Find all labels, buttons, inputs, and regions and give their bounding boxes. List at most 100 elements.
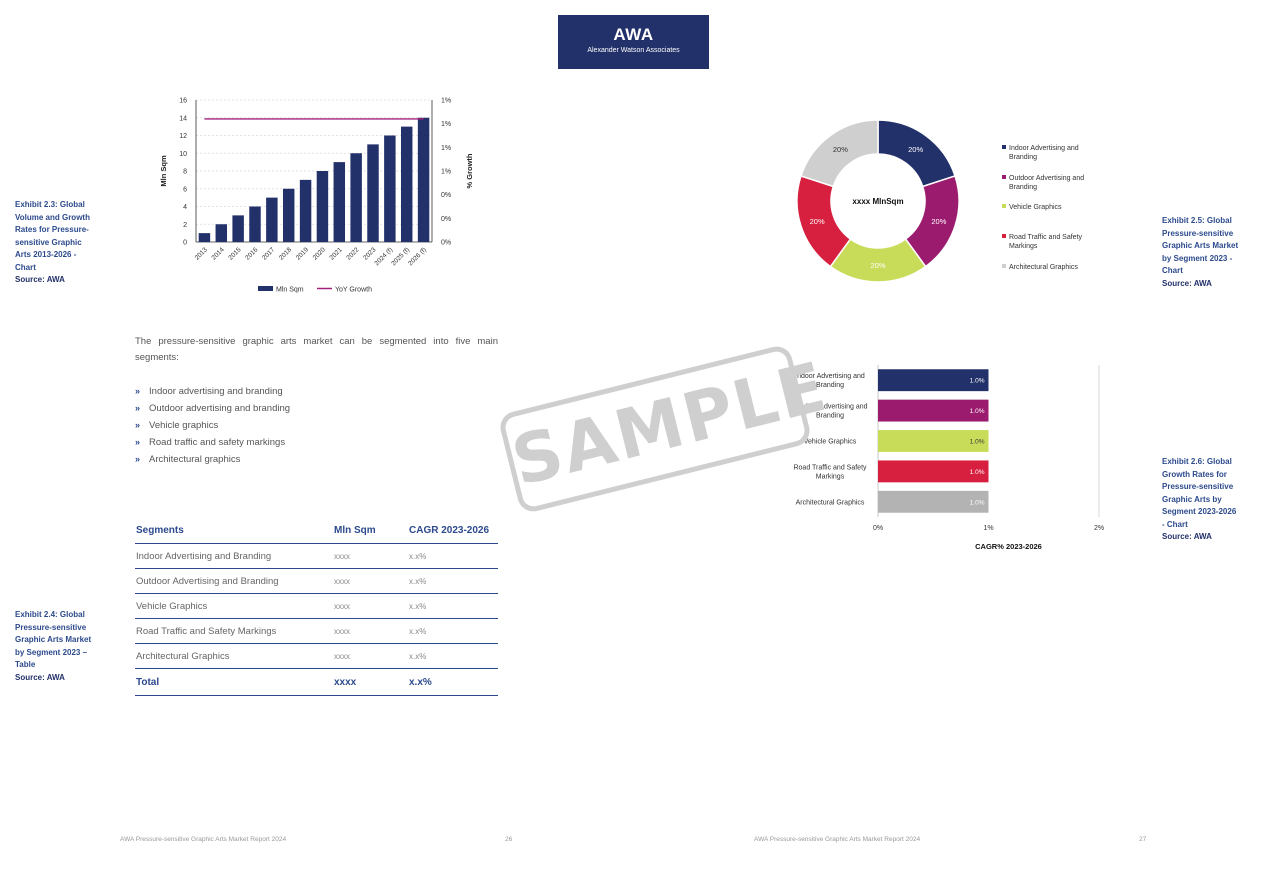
caption-line: Pressure-sensitive (15, 622, 87, 632)
table-cell: Vehicle Graphics (135, 593, 333, 619)
x-tick-label: 0% (873, 525, 883, 532)
table-cell: Architectural Graphics (135, 643, 333, 669)
x-tick-label: 2017 (261, 246, 276, 261)
caption-line: sensitive Graphic (15, 237, 82, 247)
bullet-marker: » (135, 454, 141, 464)
bar (384, 135, 396, 242)
table-header: Mln Sqm (333, 517, 408, 544)
table-cell: Total (135, 668, 333, 696)
segment-donut-chart: 20% 20% 20% 20% 20% xxxx MlnSqm Indoor Adverti… (796, 119, 1084, 283)
slice-label: 20% (931, 217, 946, 226)
caption-line: Growth Rates for (1162, 469, 1227, 479)
table-row: Outdoor Advertising and Branding xxxx x.… (135, 568, 498, 594)
table-cell: x.x% (408, 643, 498, 669)
y-tick-label: 16 (179, 98, 187, 105)
y-tick-label: 2 (183, 222, 187, 229)
caption-line: Rates for Pressure- (15, 225, 89, 234)
logo-subtitle: Alexander Watson Associates (587, 47, 680, 54)
table-cell: Road Traffic and Safety Markings (135, 618, 333, 644)
caption-source: Source: AWA (1162, 532, 1212, 541)
table-total-row: Total xxxx x.x% (135, 668, 498, 696)
y-right-tick-label: 0% (441, 216, 451, 223)
bar (878, 399, 989, 422)
table-header: CAGR 2023-2026 (408, 517, 498, 544)
bar (198, 233, 211, 242)
chart-legend: Mln Sqm YoY Growth (258, 286, 372, 294)
slice-label: 20% (833, 145, 848, 154)
bar (215, 224, 228, 242)
y-right-tick-label: 1% (441, 169, 451, 176)
list-item: » Indoor advertising and branding (135, 383, 290, 400)
y-tick-label: 4 (183, 204, 187, 211)
list-item-label: Road traffic and safety markings (149, 437, 286, 448)
legend-label: YoY Growth (335, 287, 372, 294)
footer-left-page: 26 (505, 836, 513, 843)
caption-source: Source: AWA (15, 275, 65, 284)
pie-slice (800, 119, 879, 188)
list-item: » Road traffic and safety markings (135, 434, 290, 451)
segment-table: Segments Mln Sqm CAGR 2023-2026 Indoor A… (135, 517, 498, 696)
legend-label: Indoor Advertising and (1009, 145, 1079, 152)
x-tick-label: 2020 (312, 246, 327, 261)
caption-source: Source: AWA (1162, 278, 1212, 288)
y-tick-label: Architectural Graphics (796, 499, 865, 506)
table-row: Architectural Graphics xxxx x.x% (135, 643, 498, 669)
x-tick-label: 2022 (345, 246, 360, 261)
bar (266, 197, 278, 242)
footer-left-text: AWA Pressure-sensitive Graphic Arts Mark… (120, 836, 287, 843)
legend-label: Branding (1009, 184, 1037, 191)
y-axis-title: Mln Sqm (159, 155, 168, 187)
y-right-tick-label: 0% (441, 192, 451, 199)
legend-swatch (1002, 145, 1006, 149)
exhibit-2-6-caption: Exhibit 2.6: Global Growth Rates for Pre… (1162, 456, 1236, 544)
bar (232, 215, 244, 242)
table-cell: xxxx (333, 668, 408, 696)
x-tick-label: 2016 (244, 246, 259, 261)
bar (249, 206, 261, 242)
x-tick-label: 2013 (194, 246, 209, 261)
table-cell: xxxx (333, 618, 408, 644)
list-item: » Outdoor advertising and branding (135, 400, 290, 417)
caption-line: Pressure-sensitive (1162, 482, 1234, 491)
bar (878, 430, 989, 452)
caption-line: Exhibit 2.3: Global (15, 200, 85, 209)
bar-value-label: 1.0% (970, 499, 985, 506)
legend-label: Mln Sqm (276, 287, 304, 294)
caption-line: by Segment 2023 – (15, 647, 88, 657)
bar (878, 460, 989, 483)
x-axis-title: CAGR% 2023-2026 (975, 542, 1042, 551)
x-tick-label: 2018 (278, 246, 293, 261)
y-tick-label: Indoor Advertising and (795, 373, 865, 380)
caption-line: Chart (15, 262, 36, 272)
y-tick-label: 12 (179, 133, 187, 140)
y-tick-label: 8 (183, 169, 187, 176)
table-cell: xxxx (333, 568, 408, 594)
table-row: Indoor Advertising and Branding xxxx x.x… (135, 543, 498, 569)
chart-legend: Indoor Advertising and Branding Outdoor Ad… (1002, 145, 1084, 271)
exhibit-2-3-caption: Exhibit 2.3: Global Volume and Growth Ra… (15, 199, 90, 287)
table-cell: x.x% (408, 618, 498, 644)
y-right-tick-label: 1% (441, 98, 451, 105)
list-item-label: Outdoor advertising and branding (149, 403, 291, 414)
legend-swatch (1002, 234, 1006, 238)
table-cell: xxxx (333, 643, 408, 669)
list-item-label: Indoor advertising and branding (149, 386, 283, 397)
bar (878, 490, 989, 513)
bar-value-label: 1.0% (970, 408, 985, 415)
y-tick-label: 0 (183, 240, 187, 247)
caption-line: Segment 2023-2026 (1162, 507, 1237, 516)
x-tick-label: 2019 (295, 246, 310, 261)
list-item: » Vehicle graphics (135, 417, 290, 434)
y-right-tick-label: 1% (441, 121, 451, 128)
table-cell: Indoor Advertising and Branding (135, 543, 333, 569)
caption-line: - Chart (1162, 519, 1188, 529)
bar-value-label: 1.0% (970, 439, 985, 446)
x-tick-label: 1% (983, 525, 993, 532)
table-cell: xxxx (333, 593, 408, 619)
bullet-marker: » (135, 386, 141, 396)
bar (367, 144, 379, 242)
table-row: Vehicle Graphics xxxx x.x% (135, 593, 498, 619)
legend-swatch (1002, 264, 1006, 268)
x-tick-label: 2014 (211, 246, 226, 261)
y-tick-label: 14 (179, 115, 187, 122)
